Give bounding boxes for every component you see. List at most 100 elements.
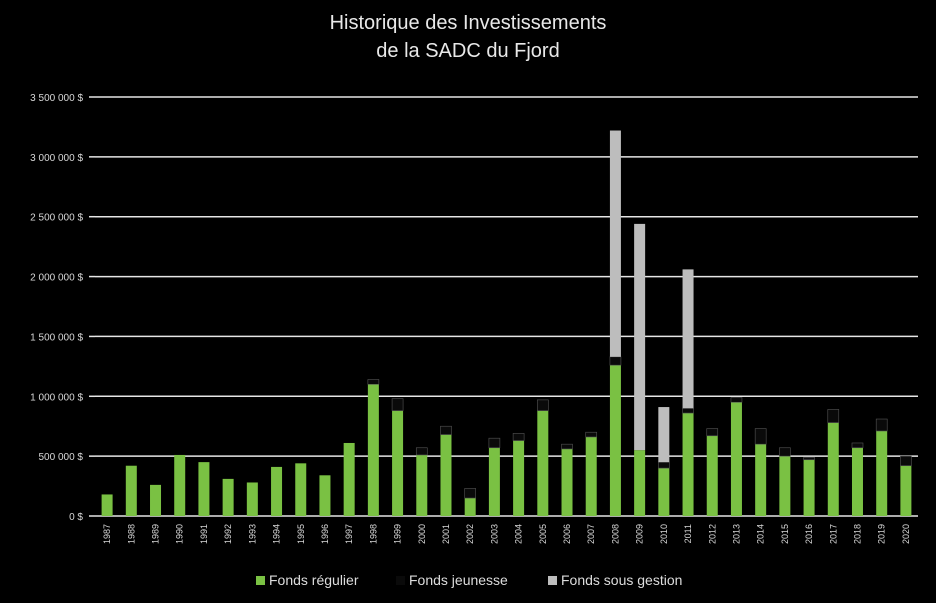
bar-segment-jeunesse xyxy=(488,437,501,449)
bar-segment-sous-gestion xyxy=(609,130,621,357)
x-tick-label: 2019 xyxy=(877,524,887,544)
x-tick-label: 2008 xyxy=(610,524,620,544)
bar-segment-regulier xyxy=(513,440,525,516)
bar-segment-jeunesse xyxy=(754,428,767,445)
bar-segment-jeunesse xyxy=(464,488,476,499)
bar-segment-regulier xyxy=(271,466,283,516)
x-axis-ticks: 1987 1988 1989 1990 1991 1992 1993 1994 1995 1996… xyxy=(102,524,911,544)
x-tick-label: 1993 xyxy=(247,524,257,544)
bar-segment-jeunesse xyxy=(779,447,791,457)
chart-title-line-2: de la SADC du Fjord xyxy=(376,40,560,62)
y-axis-ticks: 0 $ 500 000 $ 1 000 000 $ 1 500 000 $ 2 000 … xyxy=(30,93,83,523)
bar-segment-regulier xyxy=(730,402,742,516)
bar-segment-regulier xyxy=(803,459,815,516)
x-tick-label: 2000 xyxy=(417,524,427,544)
chart-title-line-1: Historique des Investissements xyxy=(329,12,607,34)
bar-segment-regulier xyxy=(440,434,452,516)
bar-segment-jeunesse xyxy=(803,457,815,461)
x-tick-label: 1991 xyxy=(199,524,209,544)
x-tick-label: 1994 xyxy=(272,524,282,544)
bar-segment-regulier xyxy=(779,456,791,516)
bar-segment-regulier xyxy=(295,463,307,516)
x-tick-label: 1997 xyxy=(344,524,354,544)
bar-segment-sous-gestion xyxy=(682,269,694,409)
bar-segment-regulier xyxy=(876,431,888,516)
bar-segment-regulier xyxy=(367,384,379,516)
bar-segment-jeunesse xyxy=(875,418,888,432)
x-tick-label: 2014 xyxy=(756,524,766,544)
x-tick-label: 2018 xyxy=(852,524,862,544)
x-tick-label: 2020 xyxy=(901,524,911,544)
x-tick-label: 2015 xyxy=(780,524,790,544)
x-tick-label: 2003 xyxy=(489,524,499,544)
y-tick-label: 1 500 000 $ xyxy=(30,332,83,343)
bar-segment-regulier xyxy=(125,465,137,516)
x-tick-label: 1992 xyxy=(223,524,233,544)
x-tick-label: 2004 xyxy=(514,524,524,544)
bar-segment-regulier xyxy=(392,410,404,516)
bar-segment-regulier xyxy=(755,444,767,516)
bar-segment-jeunesse xyxy=(658,461,670,469)
legend-swatch-jeunesse xyxy=(396,576,405,585)
y-tick-label: 2 000 000 $ xyxy=(30,273,83,284)
y-tick-label: 500 000 $ xyxy=(39,452,84,463)
x-tick-label: 2013 xyxy=(731,524,741,544)
x-tick-label: 2005 xyxy=(538,524,548,544)
bar-segment-regulier xyxy=(827,422,839,516)
y-tick-label: 2 500 000 $ xyxy=(30,213,83,224)
bar-segment-jeunesse xyxy=(561,443,573,450)
y-tick-label: 0 $ xyxy=(69,512,83,523)
bar-segment-regulier xyxy=(561,448,573,516)
x-tick-label: 1996 xyxy=(320,524,330,544)
x-tick-label: 2012 xyxy=(707,524,717,544)
bar-segment-regulier xyxy=(900,465,912,516)
x-tick-label: 2016 xyxy=(804,524,814,544)
bar-segment-jeunesse xyxy=(440,425,452,435)
bar-segment-regulier xyxy=(150,484,162,516)
x-tick-label: 1998 xyxy=(368,524,378,544)
x-tick-label: 1987 xyxy=(102,524,112,544)
bar-segment-regulier xyxy=(174,454,186,516)
bar-segment-jeunesse xyxy=(827,409,840,423)
bar-segment-jeunesse xyxy=(730,397,743,403)
y-tick-label: 3 000 000 $ xyxy=(30,153,83,164)
bar-segment-regulier xyxy=(634,450,646,516)
bar-segment-regulier xyxy=(488,447,500,516)
legend-item-jeunesse: Fonds jeunesse xyxy=(396,572,508,588)
bar-segment-jeunesse xyxy=(706,428,719,437)
bar-segment-jeunesse xyxy=(900,455,912,467)
x-tick-label: 1990 xyxy=(175,524,185,544)
bar-segment-regulier xyxy=(246,482,258,516)
x-tick-label: 2009 xyxy=(635,524,645,544)
bar-segment-jeunesse xyxy=(512,433,525,441)
bar-segment-jeunesse xyxy=(415,447,428,456)
bar-segment-regulier xyxy=(222,478,234,516)
bars xyxy=(101,130,912,516)
x-tick-label: 2017 xyxy=(828,524,838,544)
bar-segment-regulier xyxy=(609,365,621,516)
bar-segment-jeunesse xyxy=(585,431,598,438)
x-tick-label: 2001 xyxy=(441,524,451,544)
y-tick-label: 3 500 000 $ xyxy=(30,93,83,104)
bar-segment-jeunesse xyxy=(851,442,864,449)
bar-segment-regulier xyxy=(658,468,670,516)
x-tick-label: 1995 xyxy=(296,524,306,544)
legend-swatch-regulier xyxy=(256,576,265,585)
bar-segment-jeunesse xyxy=(367,379,380,385)
bar-segment-regulier xyxy=(416,454,428,516)
bar-segment-regulier xyxy=(464,498,476,516)
bar-segment-regulier xyxy=(101,494,113,516)
x-tick-label: 1999 xyxy=(393,524,403,544)
legend-label-jeunesse: Fonds jeunesse xyxy=(409,572,508,588)
bar-segment-jeunesse xyxy=(391,398,404,411)
bar-segment-jeunesse xyxy=(537,399,549,411)
gridlines xyxy=(89,96,918,517)
legend-label-sous-gestion: Fonds sous gestion xyxy=(561,572,683,588)
x-tick-label: 1989 xyxy=(151,524,161,544)
y-tick-label: 1 000 000 $ xyxy=(30,392,83,403)
x-tick-label: 2006 xyxy=(562,524,572,544)
bar-segment-regulier xyxy=(537,410,549,516)
legend-item-sous-gestion: Fonds sous gestion xyxy=(548,572,682,588)
legend-label-regulier: Fonds régulier xyxy=(269,572,359,588)
